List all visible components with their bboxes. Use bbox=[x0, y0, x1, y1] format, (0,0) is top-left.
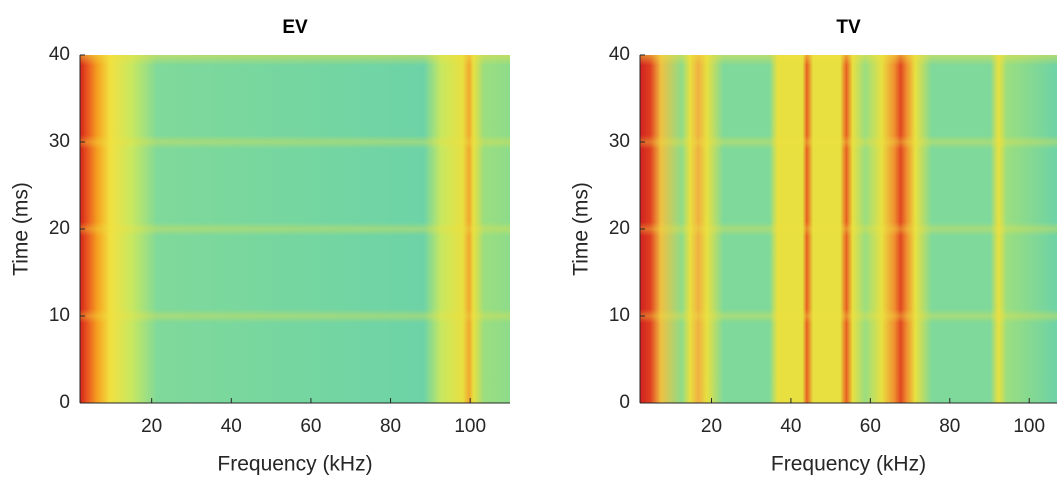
x-tick-label: 20 bbox=[701, 416, 722, 437]
chart-title: TV bbox=[836, 17, 861, 38]
spectrogram-bands bbox=[80, 55, 510, 403]
x-tick-label: 100 bbox=[454, 416, 486, 437]
x-tick-label: 20 bbox=[141, 416, 162, 437]
y-axis-label: Time (ms) bbox=[10, 182, 33, 276]
x-tick-label: 40 bbox=[221, 416, 242, 437]
y-tick-label: 20 bbox=[49, 218, 70, 239]
y-tick-label: 10 bbox=[609, 305, 630, 326]
spectrogram-bands bbox=[640, 55, 1057, 403]
x-tick-label: 60 bbox=[300, 416, 321, 437]
y-tick-label: 30 bbox=[49, 131, 70, 152]
y-tick-label: 0 bbox=[619, 392, 630, 413]
x-tick-label: 40 bbox=[780, 416, 801, 437]
x-tick-label: 80 bbox=[939, 416, 960, 437]
y-tick-label: 40 bbox=[49, 44, 70, 65]
y-tick-label: 40 bbox=[609, 44, 630, 65]
x-tick-label: 100 bbox=[1013, 416, 1045, 437]
x-axis-label: Frequency (kHz) bbox=[217, 453, 372, 476]
y-tick-label: 10 bbox=[49, 305, 70, 326]
x-tick-label: 80 bbox=[380, 416, 401, 437]
y-axis-label: Time (ms) bbox=[570, 182, 593, 276]
y-tick-label: 30 bbox=[609, 131, 630, 152]
x-tick-label: 60 bbox=[860, 416, 881, 437]
y-tick-label: 0 bbox=[59, 392, 70, 413]
y-tick-label: 20 bbox=[609, 218, 630, 239]
x-axis-label: Frequency (kHz) bbox=[771, 453, 926, 476]
chart-title: EV bbox=[282, 17, 308, 38]
